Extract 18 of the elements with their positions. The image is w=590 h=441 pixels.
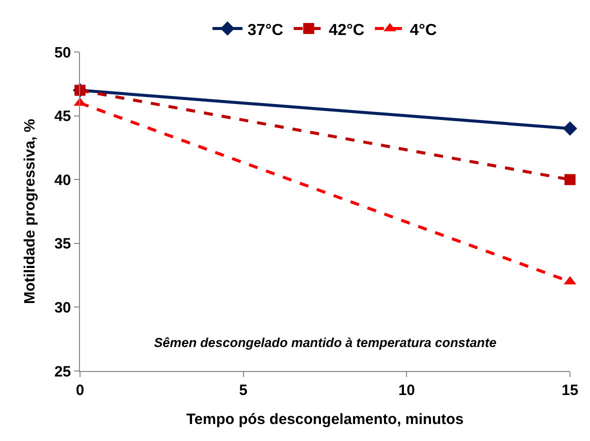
legend-label: 42°C	[328, 22, 365, 39]
x-tick-label: 0	[76, 382, 84, 399]
y-tick-label: 40	[54, 172, 71, 189]
y-axis-title: Motilidade progressiva, %	[22, 118, 39, 304]
point	[564, 174, 576, 186]
legend-label: 37°C	[248, 22, 284, 39]
point	[562, 121, 578, 136]
x-axis-title: Tempo pós descongelamento, minutos	[186, 411, 464, 428]
y-tick-label: 50	[54, 44, 71, 62]
annotation: Sêmen descongelado mantido à temperatura constante	[154, 335, 496, 350]
x-tick-label: 15	[562, 382, 578, 399]
x-tick-label: 10	[398, 382, 416, 399]
y-tick-label: 35	[54, 236, 71, 253]
legend-label: 4°C	[410, 22, 438, 39]
y-tick-label: 25	[54, 363, 71, 380]
y-tick-label: 30	[54, 299, 71, 316]
y-tick-label: 45	[54, 108, 71, 126]
x-tick-label: 5	[239, 382, 248, 399]
